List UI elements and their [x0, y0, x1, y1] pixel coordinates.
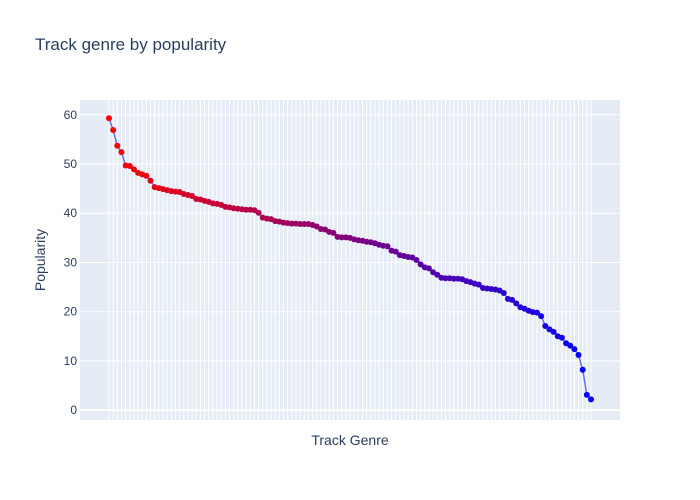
x-gridlines [108, 100, 592, 420]
data-point[interactable] [583, 391, 590, 398]
x-axis-title: Track Genre [311, 432, 388, 448]
data-point[interactable] [106, 115, 112, 122]
data-point[interactable] [130, 166, 137, 173]
data-point[interactable] [538, 313, 545, 320]
y-gridlines [80, 114, 620, 412]
data-point[interactable] [338, 234, 345, 241]
y-tick-labels: 0 10 20 30 40 50 60 [64, 108, 78, 417]
data-point[interactable] [434, 271, 441, 278]
y-tick-label: 40 [64, 206, 78, 220]
data-point[interactable] [330, 229, 337, 236]
data-point[interactable] [126, 162, 133, 169]
data-point[interactable] [392, 248, 399, 255]
data-point[interactable] [189, 193, 196, 199]
data-point[interactable] [425, 265, 432, 272]
y-tick-label: 30 [64, 255, 78, 269]
data-point[interactable] [513, 300, 520, 307]
y-tick-label: 60 [64, 108, 78, 122]
data-point[interactable] [571, 346, 578, 353]
chart-title: Track genre by popularity [35, 35, 227, 54]
data-point[interactable] [450, 275, 457, 282]
data-point[interactable] [533, 309, 540, 316]
data-point[interactable] [255, 209, 262, 216]
data-point[interactable] [413, 257, 420, 263]
data-point[interactable] [301, 221, 308, 228]
data-point[interactable] [118, 149, 125, 156]
series-markers [106, 115, 594, 403]
data-point[interactable] [114, 142, 121, 149]
data-point[interactable] [417, 261, 424, 268]
data-point[interactable] [567, 342, 574, 349]
data-point[interactable] [558, 334, 565, 341]
data-point[interactable] [110, 127, 117, 134]
data-point[interactable] [579, 366, 586, 373]
data-point[interactable] [588, 396, 594, 403]
data-point[interactable] [243, 206, 250, 213]
data-point[interactable] [297, 221, 304, 228]
y-tick-label: 0 [70, 403, 77, 417]
y-tick-label: 20 [64, 305, 78, 319]
y-axis-title: Popularity [32, 229, 48, 291]
y-tick-label: 50 [64, 157, 78, 171]
data-point[interactable] [442, 275, 449, 282]
data-point[interactable] [575, 352, 582, 359]
data-point[interactable] [509, 296, 516, 303]
data-point[interactable] [147, 177, 154, 184]
data-point[interactable] [384, 243, 391, 250]
data-point[interactable] [475, 281, 482, 288]
data-point[interactable] [143, 172, 150, 179]
data-point[interactable] [542, 322, 549, 329]
data-point[interactable] [500, 289, 507, 296]
data-point[interactable] [288, 220, 295, 227]
y-tick-label: 10 [64, 354, 78, 368]
data-point[interactable] [550, 328, 557, 335]
